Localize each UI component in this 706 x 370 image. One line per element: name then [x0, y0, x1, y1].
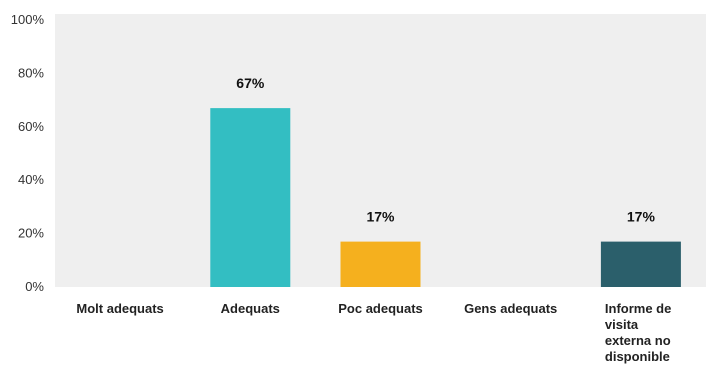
plot-area — [55, 14, 706, 287]
x-category-label: Informe de visita externa no disponible — [605, 301, 671, 364]
data-label: 17% — [366, 209, 395, 225]
bar — [600, 241, 681, 287]
x-category-label: Poc adequats — [338, 301, 423, 316]
bar — [340, 241, 421, 287]
y-tick-label: 20% — [18, 226, 44, 241]
bar — [210, 108, 291, 287]
x-category-label: Adequats — [221, 301, 280, 316]
x-category-label: Gens adequats — [464, 301, 557, 316]
data-label: 17% — [627, 209, 656, 225]
y-tick-label: 0% — [25, 279, 44, 294]
data-label: 67% — [236, 75, 265, 91]
y-tick-label: 40% — [18, 172, 44, 187]
y-tick-label: 100% — [11, 12, 45, 27]
y-tick-label: 60% — [18, 119, 44, 134]
y-tick-label: 80% — [18, 65, 44, 80]
x-category-label: Molt adequats — [76, 301, 163, 316]
